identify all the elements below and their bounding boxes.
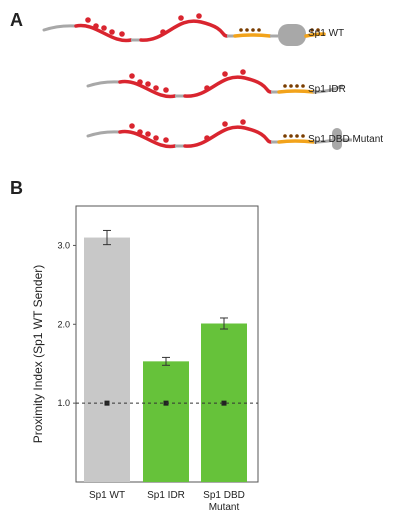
idr-dot	[222, 71, 228, 77]
charged-segment	[277, 139, 316, 144]
x-tick-label: Sp1 DBD Mutant	[203, 490, 245, 513]
charged-dot	[295, 84, 299, 88]
construct-label: Sp1 IDR	[308, 84, 346, 95]
y-tick-label: 1.0	[57, 398, 70, 408]
bar-2	[143, 361, 189, 482]
idr-dot	[85, 17, 91, 23]
y-tick-label: 2.0	[57, 319, 70, 329]
idr-dot	[153, 135, 159, 141]
idr-segment	[183, 75, 273, 98]
construct-1: Sp1 WT	[42, 13, 344, 46]
charged-dot	[301, 84, 305, 88]
bar-1	[84, 237, 130, 482]
charged-dot	[245, 28, 249, 32]
idr-dot	[178, 15, 184, 21]
idr-dot	[109, 29, 115, 35]
idr-dot	[204, 135, 210, 141]
c-terminal	[304, 32, 326, 38]
n-linker	[42, 24, 78, 32]
construct-2: Sp1 IDR	[86, 69, 346, 99]
construct-diagram: Sp1 WT Sp1 IDR Sp1 DBD Mutant	[42, 13, 383, 150]
charged-dot	[239, 28, 243, 32]
charged-segment	[277, 89, 316, 94]
charged-dot	[289, 134, 293, 138]
idr-dot	[145, 131, 151, 137]
idr-dot	[163, 137, 169, 143]
idr-dot	[137, 79, 143, 85]
idr-dot	[240, 119, 246, 125]
y-tick-label: 3.0	[57, 240, 70, 250]
charged-dot	[251, 28, 255, 32]
x-tick-label: Sp1 IDR	[147, 490, 185, 501]
charged-dot	[301, 134, 305, 138]
charged-dot	[310, 28, 314, 32]
charged-dot	[289, 84, 293, 88]
idr-segment	[183, 125, 273, 148]
idr-segment	[118, 79, 177, 99]
idr-dot	[163, 87, 169, 93]
idr-segment	[139, 19, 229, 42]
idr-dot	[93, 23, 99, 29]
panel-a-label: A	[10, 10, 23, 30]
idr-segment	[74, 23, 133, 43]
idr-dot	[204, 85, 210, 91]
idr-dot	[119, 31, 125, 37]
baseline-marker	[221, 400, 227, 406]
charged-segment	[233, 33, 272, 38]
x-tick-label: Sp1 WT	[89, 490, 125, 501]
construct-label: Sp1 WT	[308, 28, 344, 39]
idr-dot	[196, 13, 202, 19]
idr-dot	[222, 121, 228, 127]
charged-dot	[283, 84, 287, 88]
idr-dot	[137, 129, 143, 135]
c-terminal	[312, 84, 344, 94]
construct-label: Sp1 DBD Mutant	[308, 134, 383, 145]
charged-dot	[283, 134, 287, 138]
charged-dot	[257, 28, 261, 32]
idr-dot	[101, 25, 107, 31]
charged-dot	[316, 28, 320, 32]
idr-dot	[240, 69, 246, 75]
idr-dot	[153, 85, 159, 91]
idr-dot	[160, 29, 166, 35]
y-axis-label: Proximity Index (Sp1 WT Sender)	[31, 265, 45, 444]
panel-b-label: B	[10, 178, 23, 198]
charged-dot	[295, 134, 299, 138]
dbd-domain	[278, 24, 306, 46]
idr-dot	[145, 81, 151, 87]
dbd-mutant-domain	[332, 128, 342, 150]
idr-segment	[118, 129, 177, 149]
idr-dot	[129, 73, 135, 79]
idr-dot	[129, 123, 135, 129]
n-linker	[86, 80, 122, 88]
construct-3: Sp1 DBD Mutant	[86, 119, 383, 150]
n-linker	[86, 130, 122, 138]
